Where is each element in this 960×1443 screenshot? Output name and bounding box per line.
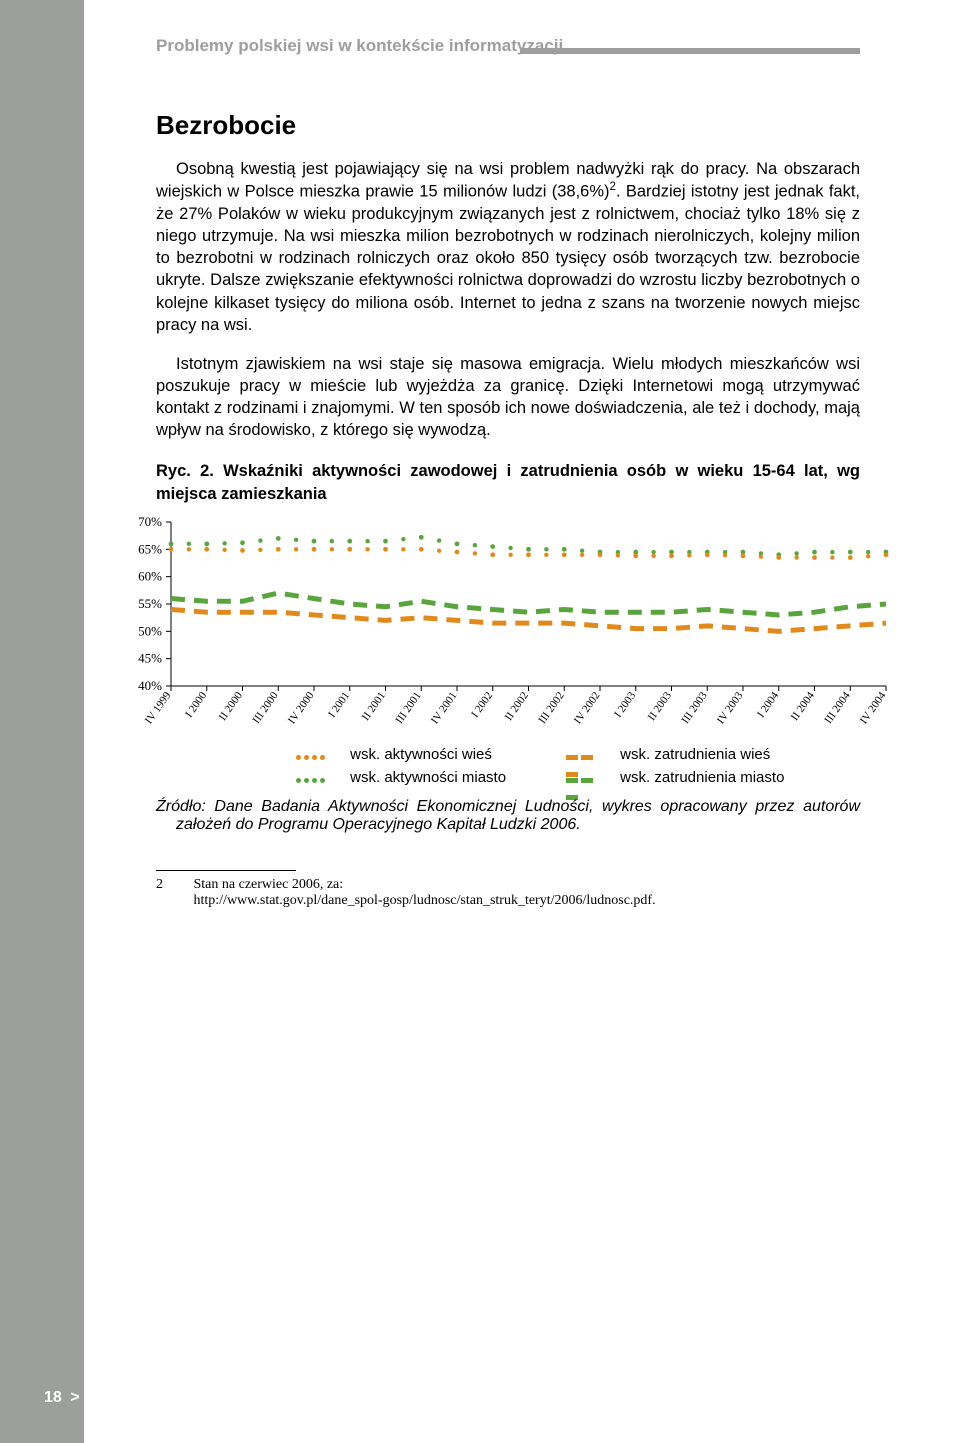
source-text: Źródło: Dane Badania Aktywności Ekonomic… [156, 798, 860, 834]
legend-item-zatr-miasto: wsk. zatrudnienia miasto [566, 769, 836, 786]
svg-text:III 2001: III 2001 [393, 690, 423, 726]
svg-text:I 2003: I 2003 [612, 689, 638, 720]
footnote: 2 Stan na czerwiec 2006, za: http://www.… [156, 877, 860, 909]
legend: wsk. aktywności wieś wsk. zatrudnienia w… [296, 746, 890, 786]
svg-text:III 2004: III 2004 [822, 689, 853, 726]
svg-text:50%: 50% [138, 623, 162, 638]
footnote-rule [156, 870, 296, 871]
legend-label: wsk. zatrudnienia miasto [620, 769, 784, 786]
figure-title: Wskaźniki aktywności zawodowej i zatrudn… [156, 462, 860, 503]
dash-icon [566, 749, 610, 761]
svg-text:45%: 45% [138, 651, 162, 666]
section-title: Bezrobocie [156, 110, 860, 141]
svg-text:55%: 55% [138, 596, 162, 611]
left-gutter [0, 0, 84, 1443]
svg-text:III 2000: III 2000 [250, 689, 281, 726]
figure-label: Ryc. 2. [156, 462, 223, 480]
footnote-num: 2 [156, 877, 190, 893]
svg-text:II 2004: II 2004 [789, 689, 818, 723]
dot-icon [296, 749, 340, 761]
svg-text:III 2003: III 2003 [679, 689, 710, 726]
chart-block: 70% 65% 60% 55% 50% 45% 40%IV 1999 I 2000 II 200… [116, 516, 890, 786]
svg-text:II 2003: II 2003 [646, 689, 675, 723]
footnote-line-1: Stan na czerwiec 2006, za: [194, 877, 344, 892]
dot-icon [296, 772, 340, 784]
svg-text:IV 1999: IV 1999 [143, 689, 174, 726]
svg-text:65%: 65% [138, 541, 162, 556]
legend-item-akt-wies: wsk. aktywności wieś [296, 746, 566, 763]
svg-text:II 2000: II 2000 [217, 689, 246, 723]
footer-sep: > [70, 1389, 79, 1406]
footnote-line-2: http://www.stat.gov.pl/dane_spol-gosp/lu… [194, 893, 656, 908]
svg-text:70%: 70% [138, 516, 162, 529]
svg-text:60%: 60% [138, 569, 162, 584]
svg-text:IV 2004: IV 2004 [858, 689, 889, 726]
legend-label: wsk. aktywności wieś [350, 746, 492, 763]
page-number: 18 [44, 1389, 62, 1406]
page: Problemy polskiej wsi w kontekście infor… [0, 0, 960, 1443]
paragraph-2: Istotnym zjawiskiem na wsi staje się mas… [156, 353, 860, 442]
svg-text:II 2001: II 2001 [360, 690, 388, 723]
svg-text:IV 2000: IV 2000 [286, 689, 317, 726]
legend-item-akt-miasto: wsk. aktywności miasto [296, 769, 566, 786]
footnote-text: Stan na czerwiec 2006, za: http://www.st… [194, 877, 858, 909]
svg-text:II 2002: II 2002 [503, 690, 531, 723]
svg-text:I 2000: I 2000 [183, 689, 209, 720]
svg-text:I 2001: I 2001 [326, 690, 352, 720]
paragraph-1: Osobną kwestią jest pojawiający się na w… [156, 158, 860, 337]
svg-text:I 2002: I 2002 [469, 690, 495, 720]
svg-text:40%: 40% [138, 678, 162, 693]
svg-text:IV 2001: IV 2001 [429, 690, 460, 727]
line-chart: 70% 65% 60% 55% 50% 45% 40%IV 1999 I 2000 II 200… [116, 516, 896, 746]
content: Problemy polskiej wsi w kontekście infor… [156, 0, 860, 909]
svg-text:IV 2002: IV 2002 [572, 690, 603, 727]
page-footer: 18 > Metoda e-VITA [44, 1389, 204, 1407]
figure-caption: Ryc. 2. Wskaźniki aktywności zawodowej i… [156, 460, 860, 506]
header-rule [520, 48, 860, 54]
paragraph-1b: . Bardziej istotny jest jednak fakt, że … [156, 182, 860, 334]
legend-label: wsk. aktywności miasto [350, 769, 506, 786]
legend-item-zatr-wies: wsk. zatrudnienia wieś [566, 746, 836, 763]
svg-text:IV 2003: IV 2003 [715, 689, 746, 726]
footer-title: Metoda e-VITA [88, 1389, 204, 1406]
legend-label: wsk. zatrudnienia wieś [620, 746, 770, 763]
dash-icon [566, 772, 610, 784]
svg-text:III 2002: III 2002 [536, 690, 566, 726]
svg-text:I 2004: I 2004 [755, 689, 781, 720]
